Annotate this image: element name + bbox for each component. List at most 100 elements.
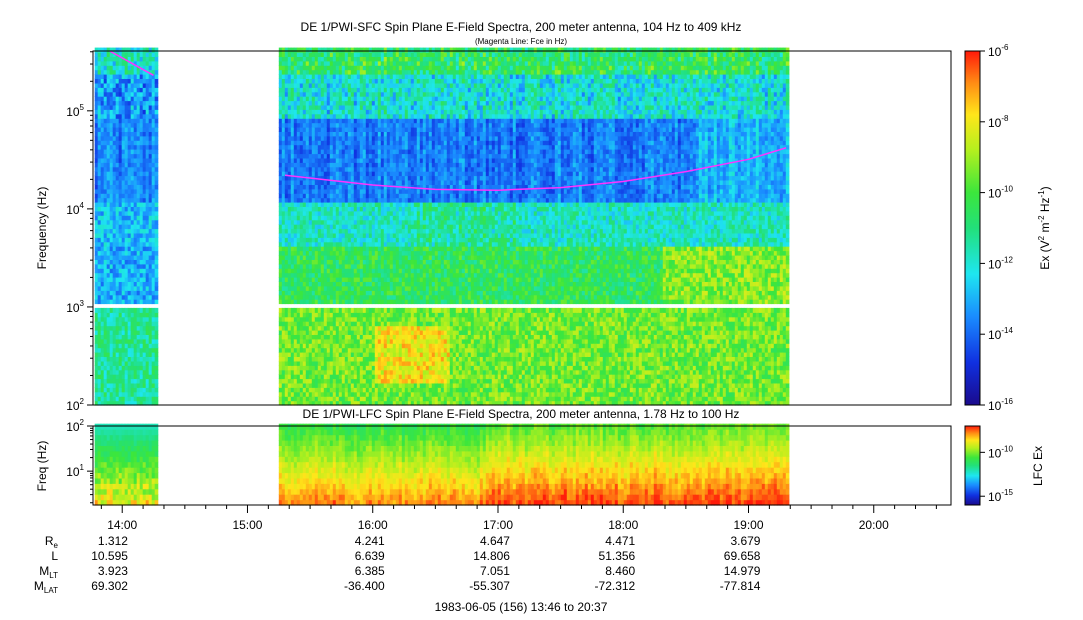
top-heatmap-cell bbox=[284, 144, 289, 150]
top-heatmap-cell bbox=[121, 277, 126, 282]
top-heatmap-cell bbox=[121, 127, 126, 132]
top-heatmap-cell bbox=[142, 360, 147, 366]
top-heatmap-cell bbox=[302, 285, 307, 291]
top-heatmap-cell bbox=[305, 272, 310, 278]
top-heatmap-cell bbox=[103, 241, 108, 247]
top-heatmap-cell bbox=[151, 144, 156, 150]
top-heatmap-cell bbox=[130, 140, 135, 146]
top-heatmap-cell bbox=[284, 52, 289, 57]
top-heatmap-cell bbox=[299, 352, 304, 357]
top-heatmap-cell bbox=[109, 232, 114, 238]
top-heatmap-cell bbox=[302, 135, 307, 141]
top-heatmap-cell bbox=[124, 360, 129, 366]
top-heatmap-cell bbox=[103, 382, 108, 388]
top-heatmap-cell bbox=[133, 96, 138, 102]
top-heatmap-cell bbox=[296, 162, 301, 168]
top-heatmap-cell bbox=[121, 299, 126, 305]
top-heatmap-cell bbox=[320, 347, 325, 353]
top-heatmap-cell bbox=[145, 219, 150, 225]
top-heatmap-cell bbox=[136, 157, 141, 163]
top-heatmap-cell bbox=[151, 56, 156, 62]
top-heatmap-cell bbox=[112, 338, 117, 344]
top-heatmap-cell bbox=[145, 316, 150, 322]
top-heatmap-cell bbox=[320, 382, 325, 388]
top-heatmap-cell bbox=[317, 82, 322, 88]
top-heatmap-cell bbox=[145, 237, 150, 243]
top-heatmap-cell bbox=[151, 122, 156, 128]
top-heatmap-cell bbox=[124, 237, 129, 243]
top-heatmap-cell bbox=[311, 259, 316, 265]
top-heatmap-cell bbox=[290, 241, 295, 247]
top-heatmap-cell bbox=[130, 47, 135, 53]
top-heatmap-cell bbox=[308, 65, 313, 71]
top-heatmap-cell bbox=[314, 272, 319, 278]
top-heatmap-cell bbox=[326, 378, 331, 384]
top-heatmap-cell bbox=[302, 131, 307, 137]
top-heatmap-cell bbox=[302, 78, 307, 84]
top-heatmap-cell bbox=[118, 180, 123, 185]
top-heatmap-cell bbox=[94, 268, 99, 274]
top-heatmap-cell bbox=[142, 378, 147, 384]
top-heatmap-cell bbox=[299, 237, 304, 243]
top-heatmap-cell bbox=[284, 387, 289, 393]
top-heatmap-cell bbox=[308, 180, 313, 185]
top-heatmap-cell bbox=[112, 356, 117, 362]
top-heatmap-cell bbox=[320, 210, 325, 216]
top-heatmap-cell bbox=[142, 268, 147, 274]
top-heatmap-cell bbox=[296, 184, 301, 190]
top-heatmap-cell bbox=[109, 356, 114, 362]
top-heatmap-cell bbox=[278, 219, 283, 225]
top-heatmap-cell bbox=[142, 206, 147, 212]
top-heatmap-cell bbox=[290, 87, 295, 93]
top-heatmap-cell bbox=[311, 118, 316, 124]
top-heatmap-cell bbox=[103, 347, 108, 353]
top-heatmap-cell bbox=[323, 360, 328, 366]
top-heatmap-cell bbox=[314, 113, 319, 119]
top-heatmap-cell bbox=[284, 219, 289, 225]
top-heatmap-cell bbox=[97, 307, 102, 313]
top-heatmap-cell bbox=[103, 74, 108, 79]
top-heatmap-cell bbox=[151, 325, 156, 331]
top-heatmap-cell bbox=[154, 197, 159, 203]
top-heatmap-cell bbox=[118, 175, 123, 181]
top-heatmap-cell bbox=[296, 131, 301, 137]
top-heatmap-cell bbox=[154, 118, 159, 124]
top-heatmap-cell bbox=[100, 334, 105, 340]
top-heatmap-cell bbox=[127, 166, 132, 172]
top-heatmap-cell bbox=[124, 153, 129, 159]
top-heatmap-cell bbox=[296, 250, 301, 256]
top-heatmap-cell bbox=[94, 277, 99, 282]
top-heatmap-cell bbox=[302, 113, 307, 119]
top-heatmap-cell bbox=[287, 96, 292, 102]
top-heatmap-cell bbox=[127, 140, 132, 146]
top-heatmap-cell bbox=[281, 316, 286, 322]
top-heatmap-cell bbox=[151, 65, 156, 71]
top-heatmap-cell bbox=[154, 157, 159, 163]
top-heatmap-cell bbox=[314, 193, 319, 199]
top-heatmap-cell bbox=[97, 285, 102, 291]
top-heatmap-cell bbox=[127, 281, 132, 287]
top-heatmap-cell bbox=[154, 135, 159, 141]
top-heatmap-cell bbox=[296, 299, 301, 305]
top-heatmap-cell bbox=[136, 321, 141, 327]
top-heatmap-cell bbox=[151, 74, 156, 79]
top-heatmap-cell bbox=[287, 391, 292, 397]
top-heatmap-cell bbox=[118, 246, 123, 252]
top-heatmap-cell bbox=[112, 122, 117, 128]
top-heatmap-cell bbox=[281, 118, 286, 124]
top-heatmap-cell bbox=[284, 347, 289, 353]
top-heatmap-cell bbox=[320, 312, 325, 318]
top-heatmap-cell bbox=[115, 109, 120, 115]
top-heatmap-cell bbox=[323, 228, 328, 234]
top-heatmap-cell bbox=[293, 334, 298, 340]
top-heatmap-cell bbox=[112, 294, 117, 300]
top-heatmap-cell bbox=[293, 294, 298, 300]
top-heatmap-cell bbox=[284, 396, 289, 402]
top-heatmap-cell bbox=[94, 387, 99, 393]
top-heatmap-cell bbox=[100, 82, 105, 88]
top-heatmap-cell bbox=[281, 391, 286, 397]
top-heatmap-cell bbox=[139, 281, 144, 287]
top-heatmap-cell bbox=[109, 109, 114, 115]
top-heatmap-cell bbox=[115, 285, 120, 291]
top-heatmap-cell bbox=[109, 78, 114, 84]
